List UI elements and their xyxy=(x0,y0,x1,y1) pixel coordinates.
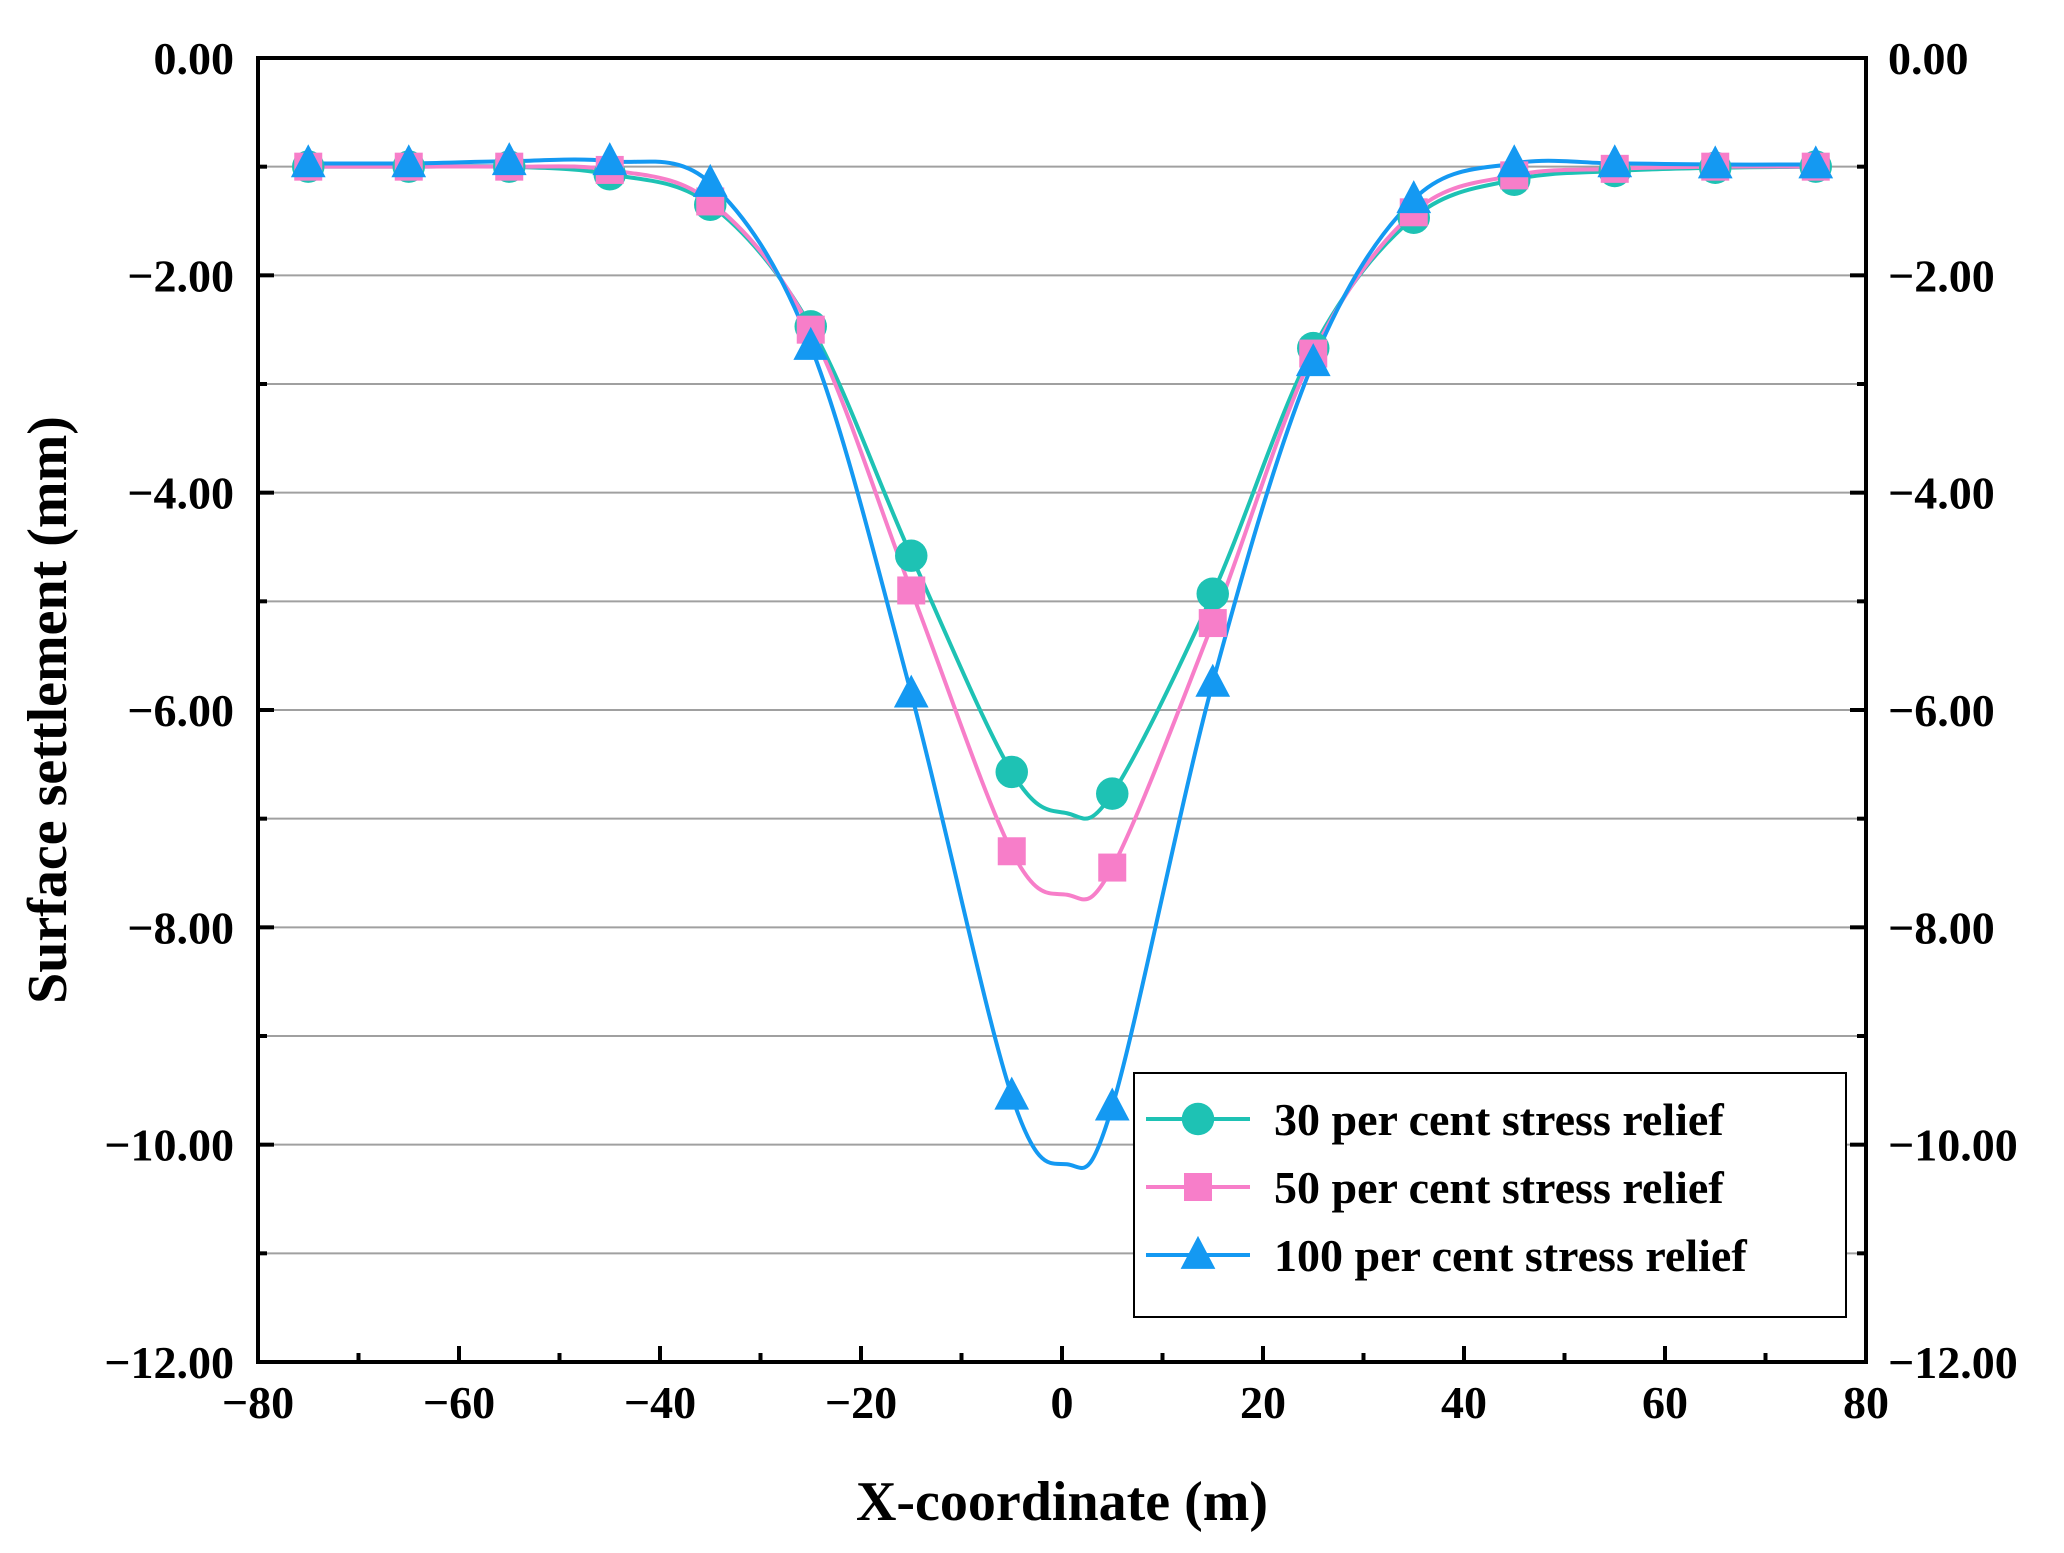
series-markers xyxy=(290,142,1834,1121)
y-tick-label-left: 0.00 xyxy=(154,33,235,84)
series-line xyxy=(308,157,1816,1170)
y-tick-label-left: −8.00 xyxy=(127,902,234,953)
y-tick-label-right: −6.00 xyxy=(1888,685,1995,736)
legend-swatch-marker xyxy=(1181,1102,1215,1136)
x-tick-label: 80 xyxy=(1843,1377,1889,1428)
series-curves xyxy=(308,157,1816,1170)
x-tick-label: 0 xyxy=(1051,1377,1074,1428)
x-tick-label: 20 xyxy=(1240,1377,1286,1428)
y-tick-label-left: −6.00 xyxy=(127,685,234,736)
data-point-square xyxy=(997,837,1026,866)
data-point-triangle xyxy=(290,144,326,178)
y-tick-label-right: 0.00 xyxy=(1888,33,1969,84)
data-point-triangle xyxy=(1396,180,1432,214)
y-axis-title: Surface settlement (mm) xyxy=(17,416,79,1004)
legend-label: 50 per cent stress relief xyxy=(1274,1162,1724,1213)
y-tick-label-right: −4.00 xyxy=(1888,468,1995,519)
data-point-circle xyxy=(1096,777,1129,810)
data-point-triangle xyxy=(592,142,628,176)
y-tick-label-left: −10.00 xyxy=(104,1120,234,1171)
data-point-square xyxy=(897,576,926,605)
legend-swatch-marker xyxy=(1180,1235,1216,1269)
legend-swatch-marker xyxy=(1184,1173,1212,1201)
legend-label: 100 per cent stress relief xyxy=(1274,1230,1747,1281)
data-point-triangle xyxy=(893,674,929,708)
data-point-circle xyxy=(1196,577,1229,610)
data-point-triangle xyxy=(1798,145,1834,179)
y-tick-label-right: −10.00 xyxy=(1888,1120,2018,1171)
x-axis-title: X-coordinate (m) xyxy=(856,1471,1268,1533)
y-tick-label-right: −2.00 xyxy=(1888,250,1995,301)
tick-labels: −80 −60 −40 −20 0 20 40 60 80 0.00 −2.00 −4.00 −6.00… xyxy=(104,33,2017,1428)
data-point-triangle xyxy=(491,142,527,176)
data-point-square xyxy=(1098,853,1127,882)
y-tick-label-left: −2.00 xyxy=(127,250,234,301)
data-point-triangle xyxy=(1697,145,1733,179)
x-tick-label: 40 xyxy=(1441,1377,1487,1428)
data-point-circle xyxy=(895,539,928,572)
y-tick-label-left: −4.00 xyxy=(127,468,234,519)
data-point-triangle xyxy=(1094,1087,1130,1121)
y-tick-label-right: −8.00 xyxy=(1888,902,1995,953)
data-point-square xyxy=(1198,609,1227,638)
x-tick-label: −40 xyxy=(624,1377,696,1428)
data-point-triangle xyxy=(1295,343,1331,377)
legend-label: 30 per cent stress relief xyxy=(1274,1094,1724,1145)
data-point-circle xyxy=(995,755,1028,789)
x-tick-label: −80 xyxy=(222,1377,294,1428)
axis-ticks xyxy=(256,56,1868,1364)
data-point-triangle xyxy=(793,326,829,360)
data-point-triangle xyxy=(391,144,427,178)
y-tick-label-right: −12.00 xyxy=(1888,1337,2018,1388)
data-point-triangle xyxy=(994,1076,1030,1110)
data-point-triangle xyxy=(1496,144,1532,178)
y-tick-label-left: −12.00 xyxy=(104,1337,234,1388)
legend: 30 per cent stress relief 50 per cent str… xyxy=(1133,1072,1847,1318)
data-point-triangle xyxy=(692,163,728,197)
x-tick-label: 60 xyxy=(1642,1377,1688,1428)
x-tick-label: −60 xyxy=(423,1377,495,1428)
legend-box xyxy=(1133,1072,1847,1318)
data-point-triangle xyxy=(1195,663,1231,697)
data-point-triangle xyxy=(1597,144,1633,178)
x-tick-label: −20 xyxy=(825,1377,897,1428)
